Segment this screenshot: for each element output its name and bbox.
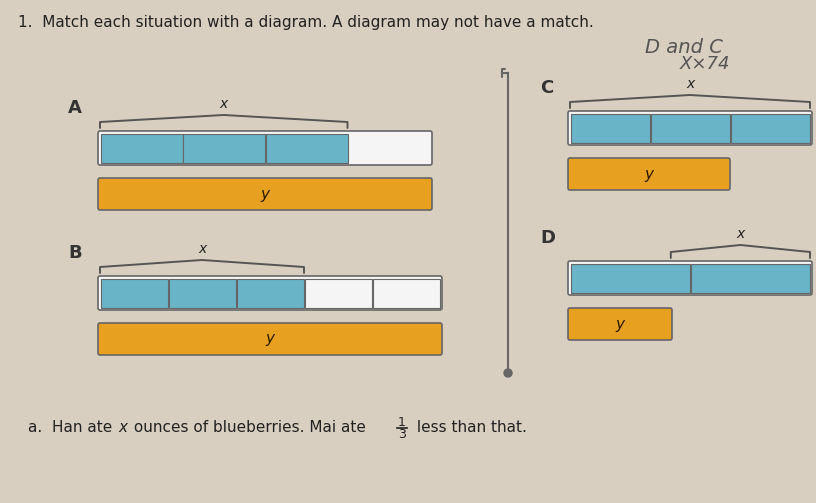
FancyBboxPatch shape	[568, 111, 812, 145]
Circle shape	[504, 369, 512, 377]
Bar	[183, 133, 265, 162]
Text: X×74: X×74	[680, 55, 730, 73]
Text: y: y	[265, 331, 274, 347]
FancyBboxPatch shape	[568, 261, 812, 295]
Bar	[100, 133, 183, 162]
FancyBboxPatch shape	[568, 158, 730, 190]
Text: 1.  Match each situation with a diagram. A diagram may not have a match.: 1. Match each situation with a diagram. …	[18, 15, 594, 30]
Text: 1: 1	[398, 415, 406, 429]
Text: x: x	[686, 77, 694, 91]
Text: x: x	[220, 97, 228, 111]
Bar	[100, 279, 168, 307]
Text: y: y	[645, 166, 654, 182]
Bar	[265, 133, 348, 162]
FancyBboxPatch shape	[98, 276, 442, 310]
Text: x: x	[197, 242, 206, 256]
FancyBboxPatch shape	[98, 323, 442, 355]
Bar	[168, 279, 236, 307]
Text: A: A	[68, 99, 82, 117]
Bar	[372, 279, 440, 307]
Text: y: y	[260, 187, 269, 202]
Bar	[650, 114, 730, 142]
Text: less than that.: less than that.	[412, 421, 527, 436]
FancyBboxPatch shape	[98, 178, 432, 210]
Bar	[730, 114, 810, 142]
Text: ounces of blueberries. Mai ate: ounces of blueberries. Mai ate	[129, 421, 370, 436]
Text: x: x	[118, 421, 127, 436]
Text: y: y	[615, 316, 624, 331]
Text: D and C: D and C	[645, 38, 723, 57]
Bar	[690, 264, 810, 293]
Bar	[237, 279, 304, 307]
Text: B: B	[68, 244, 82, 262]
Text: D: D	[540, 229, 555, 247]
Bar	[570, 264, 690, 293]
FancyBboxPatch shape	[568, 308, 672, 340]
Bar	[570, 114, 650, 142]
Text: C: C	[540, 79, 553, 97]
Text: x: x	[736, 227, 744, 241]
Bar	[304, 279, 372, 307]
Text: 3: 3	[398, 428, 406, 441]
Text: a.  Han ate: a. Han ate	[28, 421, 118, 436]
FancyBboxPatch shape	[98, 131, 432, 165]
